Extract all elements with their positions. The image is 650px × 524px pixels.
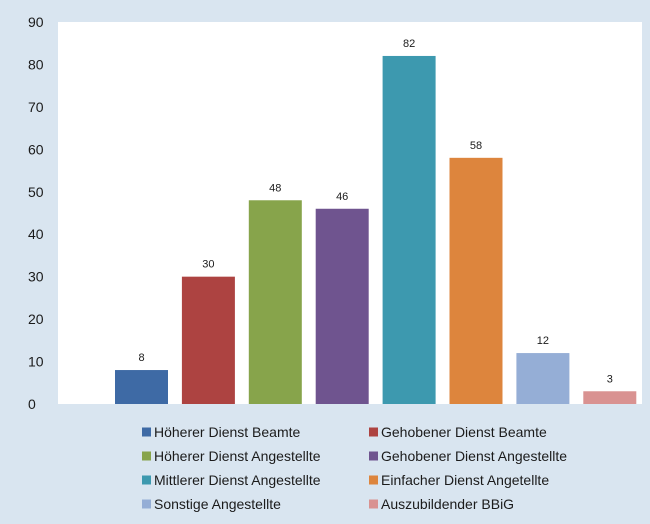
legend: Höherer Dienst Beamte Gehobener Dienst Be… — [142, 424, 567, 512]
legend-swatch — [142, 499, 151, 509]
bar — [583, 391, 637, 404]
legend-label: Einfacher Dienst Angetellte — [381, 472, 549, 488]
legend-item: Höherer Dienst Angestellte — [142, 448, 321, 464]
data-label: 3 — [607, 373, 613, 385]
y-tick-label: 10 — [28, 354, 44, 370]
legend-item: Gehobener Dienst Beamte — [369, 424, 547, 440]
data-label: 58 — [470, 140, 482, 152]
data-label: 48 — [269, 182, 281, 194]
y-tick-label: 60 — [28, 141, 44, 157]
legend-swatch — [369, 499, 378, 509]
legend-item: Höherer Dienst Beamte — [142, 424, 301, 440]
bar — [315, 208, 369, 404]
legend-swatch — [142, 475, 151, 485]
legend-label: Auszubildender BBiG — [381, 496, 514, 512]
legend-item: Gehobener Dienst Angestellte — [369, 448, 567, 464]
legend-swatch — [369, 427, 378, 437]
bar-series — [115, 55, 637, 404]
legend-label: Höherer Dienst Angestellte — [154, 448, 321, 464]
y-tick-label: 50 — [28, 184, 44, 200]
bar — [115, 370, 168, 404]
y-tick-label: 70 — [28, 99, 44, 115]
legend-item: Einfacher Dienst Angetellte — [369, 472, 549, 488]
legend-label: Gehobener Dienst Beamte — [381, 424, 547, 440]
data-labels: 8 30 48 46 82 58 12 3 — [138, 38, 612, 385]
y-tick-label: 20 — [28, 311, 44, 327]
bar — [516, 353, 570, 404]
bar — [181, 276, 235, 404]
legend-swatch — [369, 475, 378, 485]
bar — [449, 157, 503, 404]
legend-swatch — [142, 427, 151, 437]
bar — [382, 55, 436, 404]
data-label: 8 — [138, 352, 144, 364]
y-tick-label: 30 — [28, 269, 44, 285]
legend-label: Höherer Dienst Beamte — [154, 424, 301, 440]
data-label: 82 — [403, 38, 415, 50]
legend-label: Mittlerer Dienst Angestellte — [154, 472, 321, 488]
legend-item: Auszubildender BBiG — [369, 496, 514, 512]
legend-swatch — [369, 451, 378, 461]
legend-label: Sonstige Angestellte — [154, 496, 281, 512]
y-tick-label: 90 — [28, 14, 44, 30]
y-tick-label: 0 — [28, 396, 36, 412]
legend-label: Gehobener Dienst Angestellte — [381, 448, 567, 464]
y-tick-label: 80 — [28, 56, 44, 72]
data-label: 46 — [336, 191, 348, 203]
y-tick-label: 40 — [28, 226, 44, 242]
data-label: 30 — [202, 259, 214, 271]
y-axis-tick-labels: 0 10 20 30 40 50 60 70 80 90 — [28, 14, 44, 412]
legend-item: Sonstige Angestellte — [142, 496, 281, 512]
legend-swatch — [142, 451, 151, 461]
bar — [248, 200, 302, 404]
legend-item: Mittlerer Dienst Angestellte — [142, 472, 321, 488]
data-label: 12 — [537, 335, 549, 347]
